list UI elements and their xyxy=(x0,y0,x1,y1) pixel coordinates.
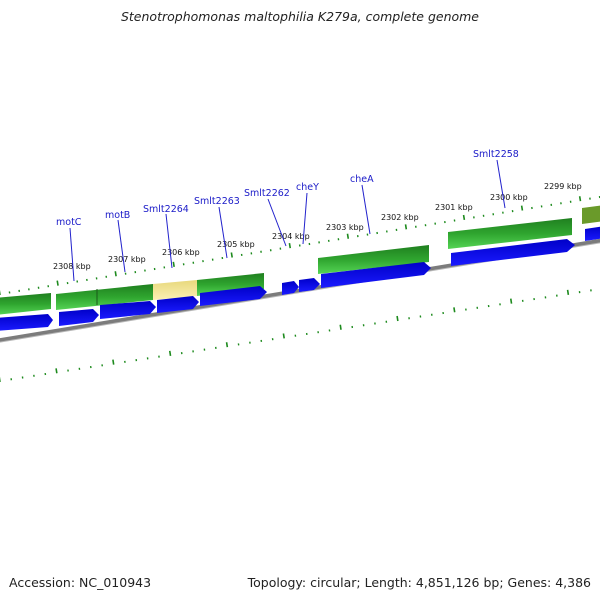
outer-tick-ruler xyxy=(0,195,600,295)
major-tick xyxy=(112,359,115,365)
inner-tick-ruler xyxy=(0,289,592,382)
gene-label-cheY: cheY xyxy=(296,182,319,193)
major-tick xyxy=(288,243,292,249)
gene-feature-bar xyxy=(318,245,429,274)
cds-arrow xyxy=(0,314,53,331)
cds-arrow xyxy=(282,281,299,295)
gene-feature-bar-highlight xyxy=(153,280,197,300)
major-tick xyxy=(566,289,570,295)
kbp-label: 2299 kbp xyxy=(544,182,582,191)
cds-arrow xyxy=(321,262,431,288)
major-tick xyxy=(114,271,117,277)
major-tick xyxy=(282,333,285,339)
major-tick xyxy=(462,214,466,221)
gene-label-Smlt2262: Smlt2262 xyxy=(244,188,290,199)
major-tick xyxy=(453,307,456,313)
cds-arrow xyxy=(59,309,99,326)
gene-feature-bar xyxy=(0,293,51,315)
gene-feature-bar-partial xyxy=(582,205,600,224)
gene-label-motC: motC xyxy=(56,217,82,228)
major-tick xyxy=(55,368,58,374)
major-tick xyxy=(168,350,172,356)
accession-text: Accession: NC_010943 xyxy=(9,575,152,590)
genome-summary-text: Topology: circular; Length: 4,851,126 bp… xyxy=(247,575,591,590)
cds-arrow-partial xyxy=(585,226,600,241)
major-tick xyxy=(520,205,524,211)
major-tick xyxy=(172,261,175,267)
major-tick xyxy=(578,196,582,202)
gene-label-Smlt2263: Smlt2263 xyxy=(194,196,240,207)
cds-arrow xyxy=(299,278,320,292)
cds-arrow-track xyxy=(0,226,600,331)
kbp-label: 2308 kbp xyxy=(53,262,91,271)
major-tick xyxy=(396,315,399,322)
cds-arrow xyxy=(157,296,199,313)
kbp-label: 2305 kbp xyxy=(217,240,255,249)
kbp-label: 2303 kbp xyxy=(326,223,364,232)
kbp-labels: 2308 kbp 2307 kbp 2306 kbp 2305 kbp 2304… xyxy=(53,182,582,271)
major-tick xyxy=(339,324,342,330)
gene-label-Smlt2258: Smlt2258 xyxy=(473,149,519,160)
major-tick xyxy=(230,252,233,258)
major-tick xyxy=(56,280,59,286)
major-tick xyxy=(404,224,408,230)
gene-labels: motC motB Smlt2264 Smlt2263 Smlt2262 che… xyxy=(56,149,519,282)
cds-arrow xyxy=(200,286,267,306)
kbp-label: 2300 kbp xyxy=(490,193,528,202)
gene-feature-bar xyxy=(56,284,153,310)
major-tick xyxy=(346,233,350,239)
kbp-label: 2306 kbp xyxy=(162,248,200,257)
kbp-label: 2302 kbp xyxy=(381,213,419,222)
gene-label-cheA: cheA xyxy=(350,174,374,185)
major-tick xyxy=(225,342,229,348)
major-tick xyxy=(509,298,513,304)
gene-label-motB: motB xyxy=(105,210,130,221)
genome-title: Stenotrophomonas maltophilia K279a, comp… xyxy=(120,9,480,24)
kbp-label: 2304 kbp xyxy=(272,232,310,241)
gene-feature-track xyxy=(0,205,600,315)
kbp-label: 2301 kbp xyxy=(435,203,473,212)
cds-arrow xyxy=(100,301,156,319)
gene-feature-bar xyxy=(448,218,572,249)
gene-label-Smlt2264: Smlt2264 xyxy=(143,204,189,215)
kbp-label: 2307 kbp xyxy=(108,255,146,264)
cds-arrow xyxy=(451,239,575,266)
